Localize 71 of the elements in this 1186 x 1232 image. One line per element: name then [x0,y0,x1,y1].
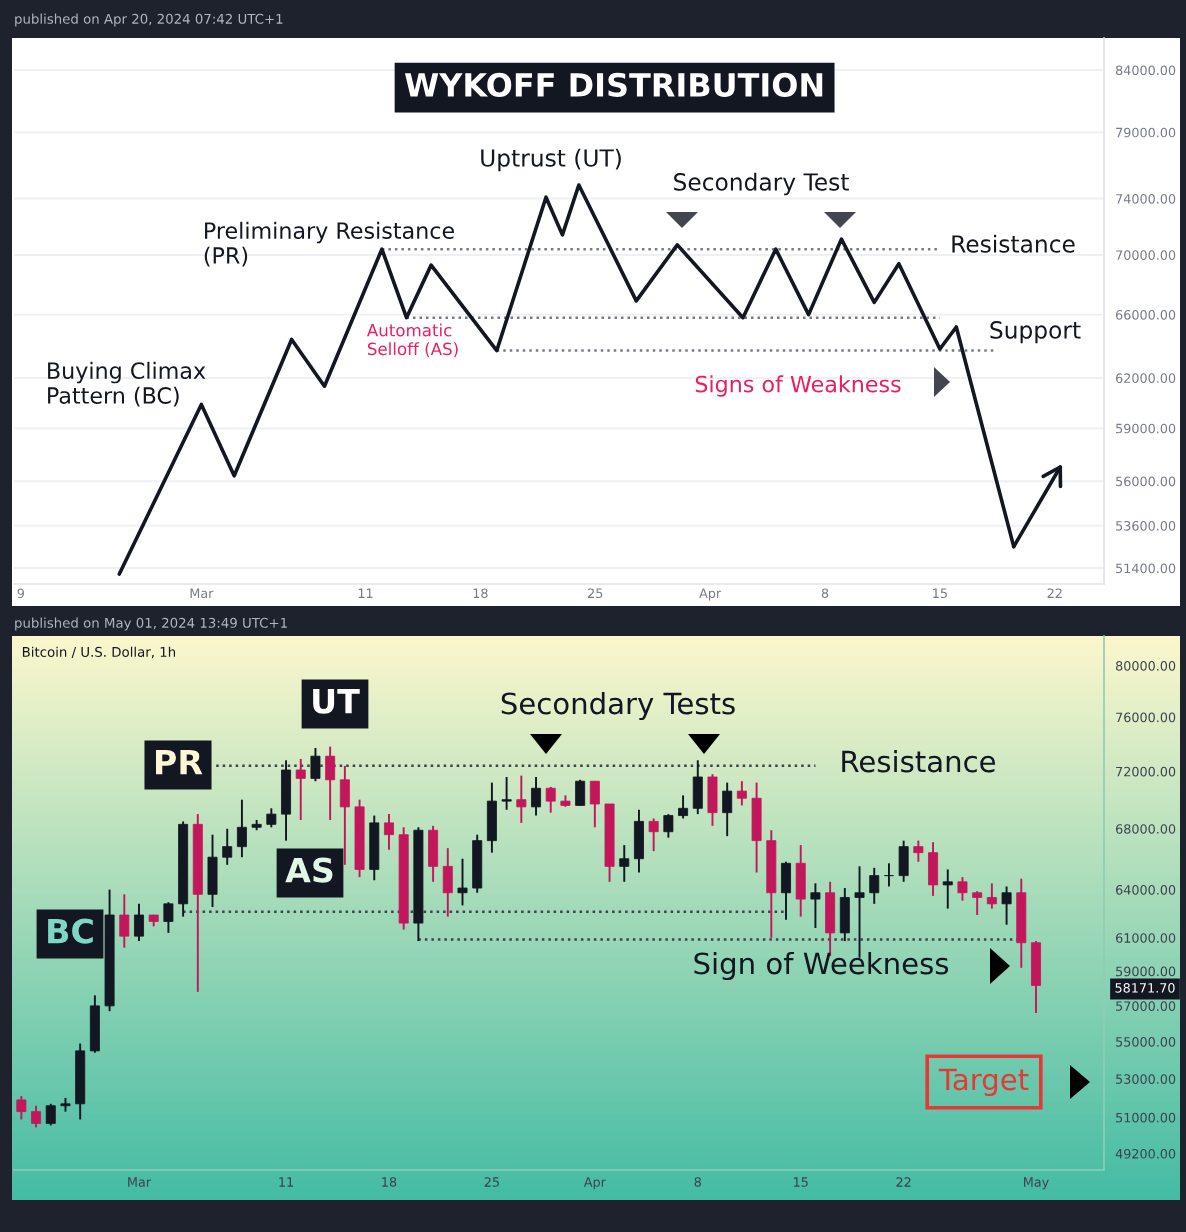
candlestick [310,747,321,783]
candlestick [986,882,997,910]
candlestick [957,876,968,902]
annotation: AS [285,857,333,883]
candlestick [163,901,174,934]
annotation: UT [313,688,360,714]
candlestick [869,866,880,905]
candlestick [266,807,277,829]
candlestick [663,813,674,839]
candlestick [928,841,939,897]
candlestick [781,860,791,921]
candlestick [545,785,556,814]
candlestick [531,776,541,817]
candlestick [942,868,953,910]
annotation: Target [938,1068,1029,1097]
candlestick [751,781,762,874]
annotation: Sign of Weekness [694,951,949,981]
annotation: Secondary Test [674,172,849,196]
candlestick [913,839,924,863]
candlestick [236,798,247,859]
candlestick [648,817,659,853]
candlestick [883,862,894,888]
candlestick [45,1102,56,1127]
candlestick [722,781,733,838]
annotation: Buying Climax Pattern (BC) [48,361,206,407]
annotation: Signs of Weakness [695,375,901,397]
candlestick [678,794,689,820]
annotation: Automatic Selloff (AS) [366,323,458,358]
candlestick [810,882,821,929]
candlestick [1001,885,1012,926]
annotation: Support [990,321,1081,344]
candlestick [1031,940,1041,1014]
candlestick [972,890,983,916]
candlestick [898,839,909,883]
candlestick [795,844,806,918]
candlestick [501,776,512,811]
annotation: BC [48,918,93,944]
candlestick [633,808,644,874]
candlestick [839,887,850,943]
candlestick [589,780,600,829]
candlestick [16,1095,27,1121]
annotation: PR [156,749,203,775]
annotation: Resistance [952,234,1075,253]
candlestick [486,781,497,854]
annotation: Preliminary Resistance (PR) [204,221,454,267]
candlestick [89,994,100,1054]
annotation: Secondary Tests [501,691,735,721]
candlestick [384,813,394,851]
candlestick [222,827,233,866]
candlestick [472,833,483,894]
candlestick [516,774,527,824]
candlestick [295,757,306,821]
candlestick [575,778,586,807]
candlestick [207,833,218,908]
candlestick [692,759,703,816]
candlestick [707,773,718,827]
candlestick [428,824,439,883]
candlestick [119,893,130,949]
candlestick [736,780,747,807]
annotation: Resistance [842,749,996,773]
annotation: Uptrust (UT) [481,148,621,172]
candlestick [339,764,350,866]
candlestick [442,847,453,918]
candlestick [619,844,630,883]
candlestick [134,902,144,943]
candlestick [31,1104,42,1129]
text: WYKOFF DISTRIBUTION [404,72,823,97]
candlestick [369,814,380,882]
candlestick [281,759,292,842]
candlestick [325,745,336,821]
candlestick [457,857,468,907]
